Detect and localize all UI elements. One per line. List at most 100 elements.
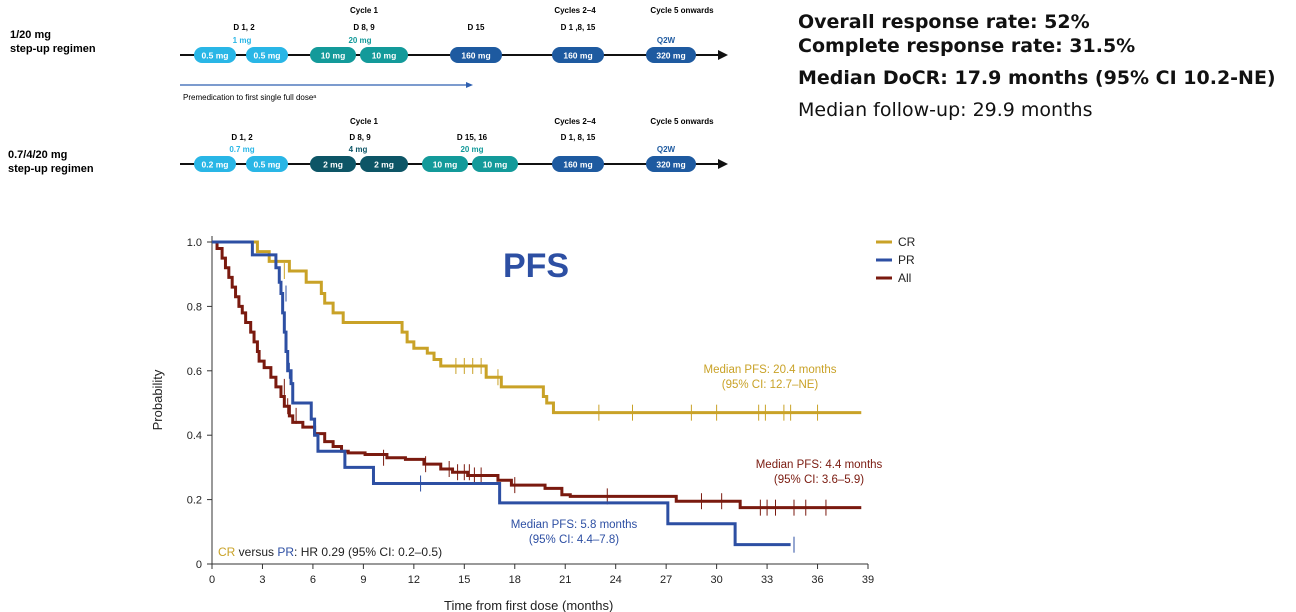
regimen-row-1: 1/20 mg step-up regimen Cycle 1 Cycles 2… [10, 6, 728, 102]
annotation-cr: (95% CI: 12.7–NE) [722, 379, 819, 391]
dose-label: 10 mg [483, 160, 508, 170]
dose-label: 320 mg [656, 51, 685, 61]
regimen-2-dose-10mg-a: 10 mg [422, 156, 468, 172]
regimen-1-dose-160mg-d15: 160 mg [450, 47, 502, 63]
regimen-1-dose-0.5mg-b: 0.5 mg [246, 47, 288, 63]
curve-pr [212, 240, 791, 547]
regimen-2-day-d1-2: D 1, 2 [231, 133, 253, 142]
hr-pr-label: PR [277, 545, 294, 559]
regimen-2-dose-320mg: 320 mg [646, 156, 696, 172]
y-tick-label: 0.6 [187, 366, 202, 378]
regimen-2-name-line1: 0.7/4/20 mg [8, 149, 67, 161]
legend-label-cr: CR [898, 235, 916, 249]
annotation-pr: Median PFS: 5.8 months [511, 519, 638, 531]
x-tick-label: 0 [209, 574, 215, 586]
y-tick-label: 0.2 [187, 495, 202, 507]
legend-label-pr: PR [898, 253, 915, 267]
regimen-1-header-cycle5: Cycle 5 onwards [650, 6, 714, 15]
regimen-2-group-4mg: 4 mg [349, 145, 368, 154]
regimen-2-name-line2: step-up regimen [8, 163, 94, 175]
annotation-cr: Median PFS: 20.4 months [704, 364, 837, 376]
dosing-regimen-diagram: 1/20 mg step-up regimen Cycle 1 Cycles 2… [8, 6, 728, 175]
curve-all [212, 240, 862, 510]
x-tick-label: 9 [360, 574, 366, 586]
x-axis-label: Time from first dose (months) [444, 598, 613, 612]
regimen-2-dose-10mg-b: 10 mg [472, 156, 518, 172]
regimen-2-dose-2mg-a: 2 mg [310, 156, 356, 172]
regimen-1-dose-10mg-a: 10 mg [310, 47, 356, 63]
regimen-2-group-20mg: 20 mg [460, 145, 483, 154]
regimen-2-day-cycles2-4: D 1, 8, 15 [561, 133, 596, 142]
regimen-2-group-0.7mg: 0.7 mg [229, 145, 254, 154]
dose-label: 2 mg [323, 160, 343, 170]
median-follow-up: Median follow-up: 29.9 months [798, 99, 1093, 121]
annotation-pr: (95% CI: 4.4–7.8) [529, 534, 619, 546]
dose-label: 160 mg [563, 51, 592, 61]
x-tick-label: 6 [310, 574, 316, 586]
survival-curves [212, 240, 862, 553]
dose-label: 0.5 mg [254, 160, 281, 170]
y-tick-label: 0.8 [187, 301, 202, 313]
regimen-2-header-cycle1: Cycle 1 [350, 117, 379, 126]
regimen-2-group-q2w: Q2W [657, 145, 676, 154]
dose-label: 10 mg [433, 160, 458, 170]
dose-label: 160 mg [461, 51, 490, 61]
dose-label: 10 mg [372, 51, 397, 61]
curve-cr [212, 240, 862, 415]
regimen-1-group-1mg: 1 mg [233, 36, 252, 45]
regimen-2-dose-2mg-b: 2 mg [360, 156, 408, 172]
x-tick-label: 27 [660, 574, 672, 586]
annotation-all: (95% CI: 3.6–5.9) [774, 474, 864, 486]
dose-label: 0.5 mg [202, 51, 229, 61]
chart-title: PFS [503, 247, 569, 285]
regimen-1-day-d8-9: D 8, 9 [353, 23, 375, 32]
dose-label: 320 mg [656, 160, 685, 170]
chart-axes [211, 236, 868, 565]
regimen-2-dose-0.5mg: 0.5 mg [246, 156, 288, 172]
median-annotations: Median PFS: 20.4 months (95% CI: 12.7–NE)… [511, 364, 883, 546]
regimen-1-arrowhead [718, 50, 728, 60]
regimen-1-dose-320mg: 320 mg [646, 47, 696, 63]
regimen-1-group-20mg: 20 mg [348, 36, 371, 45]
regimen-row-2: 0.7/4/20 mg step-up regimen Cycle 1 Cycl… [8, 117, 728, 175]
regimen-2-dose-160mg: 160 mg [552, 156, 604, 172]
dose-label: 0.2 mg [202, 160, 229, 170]
x-tick-label: 18 [509, 574, 521, 586]
y-axis-label: Probability [150, 369, 165, 430]
regimen-1-group-q2w: Q2W [657, 36, 676, 45]
regimen-2-dose-0.2mg: 0.2 mg [194, 156, 236, 172]
regimen-2-day-d15-16: D 15, 16 [457, 133, 488, 142]
regimen-1-header-cycles2-4: Cycles 2–4 [554, 6, 596, 15]
regimen-1-dose-10mg-b: 10 mg [360, 47, 408, 63]
y-tick-label: 0.4 [187, 430, 202, 442]
x-tick-label: 24 [610, 574, 622, 586]
regimen-2-header-cycle5: Cycle 5 onwards [650, 117, 714, 126]
x-tick-label: 12 [408, 574, 420, 586]
regimen-2-arrowhead [718, 159, 728, 169]
regimen-1-day-d1-2: D 1, 2 [233, 23, 255, 32]
regimen-1-header-cycle1: Cycle 1 [350, 6, 379, 15]
regimen-1-day-cycles2-4: D 1 ,8, 15 [561, 23, 596, 32]
dose-label: 2 mg [374, 160, 394, 170]
response-stats-panel: Overall response rate: 52% Complete resp… [798, 10, 1293, 122]
x-tick-label: 3 [259, 574, 265, 586]
x-tick-label: 39 [862, 574, 874, 586]
overall-response-rate: Overall response rate: 52% [798, 11, 1090, 33]
y-tick-label: 1.0 [187, 237, 202, 249]
dose-label: 160 mg [563, 160, 592, 170]
regimen-1-name-line2: step-up regimen [10, 43, 96, 55]
x-tick-label: 36 [811, 574, 823, 586]
premedication-arrowhead [466, 82, 473, 88]
hr-value: : HR 0.29 (95% CI: 0.2–0.5) [294, 545, 442, 559]
regimen-1-day-d15: D 15 [468, 23, 485, 32]
x-tick-label: 33 [761, 574, 773, 586]
regimen-2-day-d8-9: D 8, 9 [349, 133, 371, 142]
dose-label: 10 mg [321, 51, 346, 61]
hazard-ratio-text: CR versus PR: HR 0.29 (95% CI: 0.2–0.5) [218, 545, 442, 559]
regimen-2-header-cycles2-4: Cycles 2–4 [554, 117, 596, 126]
complete-response-rate: Complete response rate: 31.5% [798, 35, 1136, 57]
x-tick-label: 30 [710, 574, 722, 586]
regimen-1-dose-160mg-cycles: 160 mg [552, 47, 604, 63]
